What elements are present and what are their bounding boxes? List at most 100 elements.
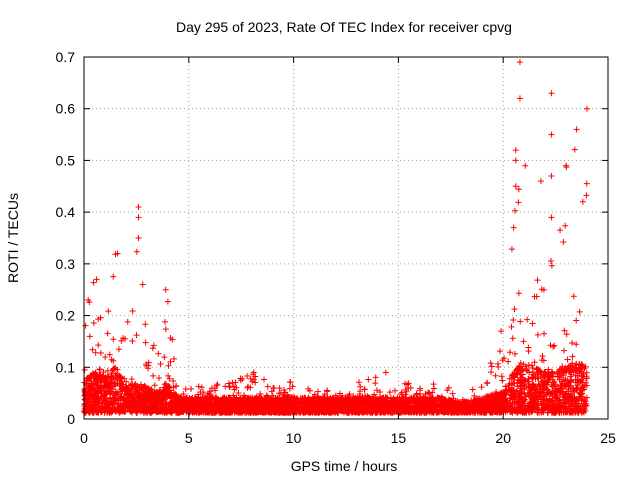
data-point: [155, 350, 162, 357]
data-point: [545, 372, 552, 379]
data-point: [313, 406, 320, 413]
data-point: [413, 390, 420, 397]
data-point: [104, 367, 111, 374]
data-point: [565, 363, 572, 370]
data-point: [524, 406, 531, 413]
data-point: [167, 358, 174, 365]
data-point: [533, 293, 540, 300]
data-point: [436, 394, 443, 401]
data-point: [264, 383, 271, 390]
data-point: [112, 397, 119, 404]
data-point: [252, 379, 259, 386]
data-point: [520, 338, 527, 345]
data-point: [431, 385, 438, 392]
data-point: [515, 404, 522, 411]
data-point: [494, 360, 501, 367]
data-point: [303, 402, 310, 409]
data-point: [287, 379, 294, 386]
data-point: [93, 377, 100, 384]
data-point: [143, 398, 150, 405]
data-point: [271, 385, 278, 392]
data-point: [127, 401, 134, 408]
data-point: [162, 399, 169, 406]
data-point: [324, 388, 331, 395]
data-point: [573, 341, 580, 348]
data-point: [157, 361, 164, 368]
data-point: [142, 339, 149, 346]
data-point: [361, 386, 368, 393]
data-point: [519, 395, 526, 402]
data-point: [506, 380, 513, 387]
data-point: [557, 227, 564, 234]
data-point: [129, 308, 136, 315]
data-point: [150, 342, 157, 349]
data-point: [98, 377, 105, 384]
data-point: [281, 389, 288, 396]
data-point: [247, 384, 254, 391]
data-point: [255, 397, 262, 404]
data-point: [119, 378, 126, 385]
data-point: [92, 378, 99, 385]
data-point: [276, 385, 283, 392]
data-point: [504, 403, 511, 410]
data-point: [478, 384, 485, 391]
data-point: [112, 381, 119, 388]
data-point: [134, 390, 141, 397]
data-point: [512, 398, 519, 405]
data-point: [82, 322, 89, 329]
data-point: [314, 393, 321, 400]
data-point: [85, 398, 92, 405]
data-point: [124, 318, 131, 325]
data-point: [237, 375, 244, 382]
data-point: [538, 286, 545, 293]
data-point: [114, 391, 121, 398]
data-points: [81, 59, 591, 416]
data-point: [407, 384, 414, 391]
data-point: [149, 393, 156, 400]
data-point: [521, 402, 528, 409]
data-point: [529, 381, 536, 388]
data-point: [310, 395, 317, 402]
data-point: [541, 330, 548, 337]
data-point: [422, 390, 429, 397]
data-point: [583, 180, 590, 187]
data-point: [525, 390, 532, 397]
data-point: [539, 352, 546, 359]
data-point: [556, 397, 563, 404]
data-point: [115, 346, 122, 353]
data-point: [165, 362, 172, 369]
data-point: [483, 379, 490, 386]
data-point: [97, 349, 104, 356]
data-point: [569, 353, 576, 360]
data-point: [97, 314, 104, 321]
data-point: [194, 407, 201, 414]
data-point: [164, 388, 171, 395]
data-point: [534, 277, 541, 284]
data-point: [132, 408, 139, 415]
data-point: [244, 372, 251, 379]
data-point: [111, 365, 118, 372]
data-point: [449, 390, 456, 397]
data-point: [529, 320, 536, 327]
data-point: [510, 374, 517, 381]
data-point: [315, 388, 322, 395]
data-point: [365, 395, 372, 402]
data-point: [583, 192, 590, 199]
data-point: [515, 290, 522, 297]
data-point: [161, 354, 168, 361]
data-point: [165, 372, 172, 379]
data-point: [576, 368, 583, 375]
data-point: [509, 335, 516, 342]
data-point: [558, 367, 565, 374]
data-point: [182, 386, 189, 393]
data-point: [108, 380, 115, 387]
data-point: [536, 409, 543, 416]
data-point: [137, 402, 144, 409]
data-point: [230, 392, 237, 399]
data-point: [164, 298, 171, 305]
data-point: [82, 397, 89, 404]
data-point: [249, 378, 256, 385]
data-point: [538, 388, 545, 395]
data-point: [226, 383, 233, 390]
data-point: [546, 389, 553, 396]
